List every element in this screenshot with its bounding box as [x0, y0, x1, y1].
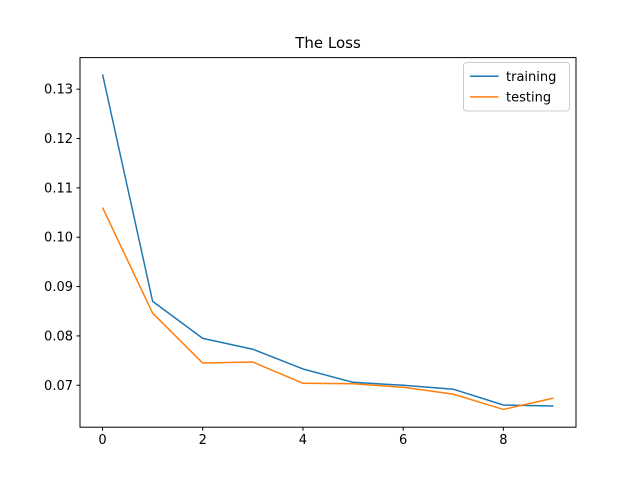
legend-label-training: training: [506, 70, 556, 85]
x-tick-label: 8: [499, 433, 507, 448]
y-tick-label: 0.07: [44, 379, 73, 394]
x-tick-label: 6: [399, 433, 407, 448]
y-tick-label: 0.09: [44, 280, 73, 295]
chart-title: The Loss: [294, 34, 361, 52]
y-tick-label: 0.08: [44, 329, 73, 344]
series-line-training: [101, 74, 554, 407]
axes-spines: [79, 57, 577, 428]
x-tick-label: 0: [98, 433, 106, 448]
y-tick-label: 0.11: [44, 181, 73, 196]
y-tick-label: 0.13: [44, 83, 73, 98]
legend-label-testing: testing: [506, 91, 551, 106]
y-tick-label: 0.10: [44, 231, 73, 246]
y-tick-label: 0.12: [44, 132, 73, 147]
x-tick-label: 4: [299, 433, 307, 448]
x-tick-label: 2: [199, 433, 207, 448]
legend-box: [463, 62, 570, 112]
series-line-testing: [101, 207, 554, 411]
